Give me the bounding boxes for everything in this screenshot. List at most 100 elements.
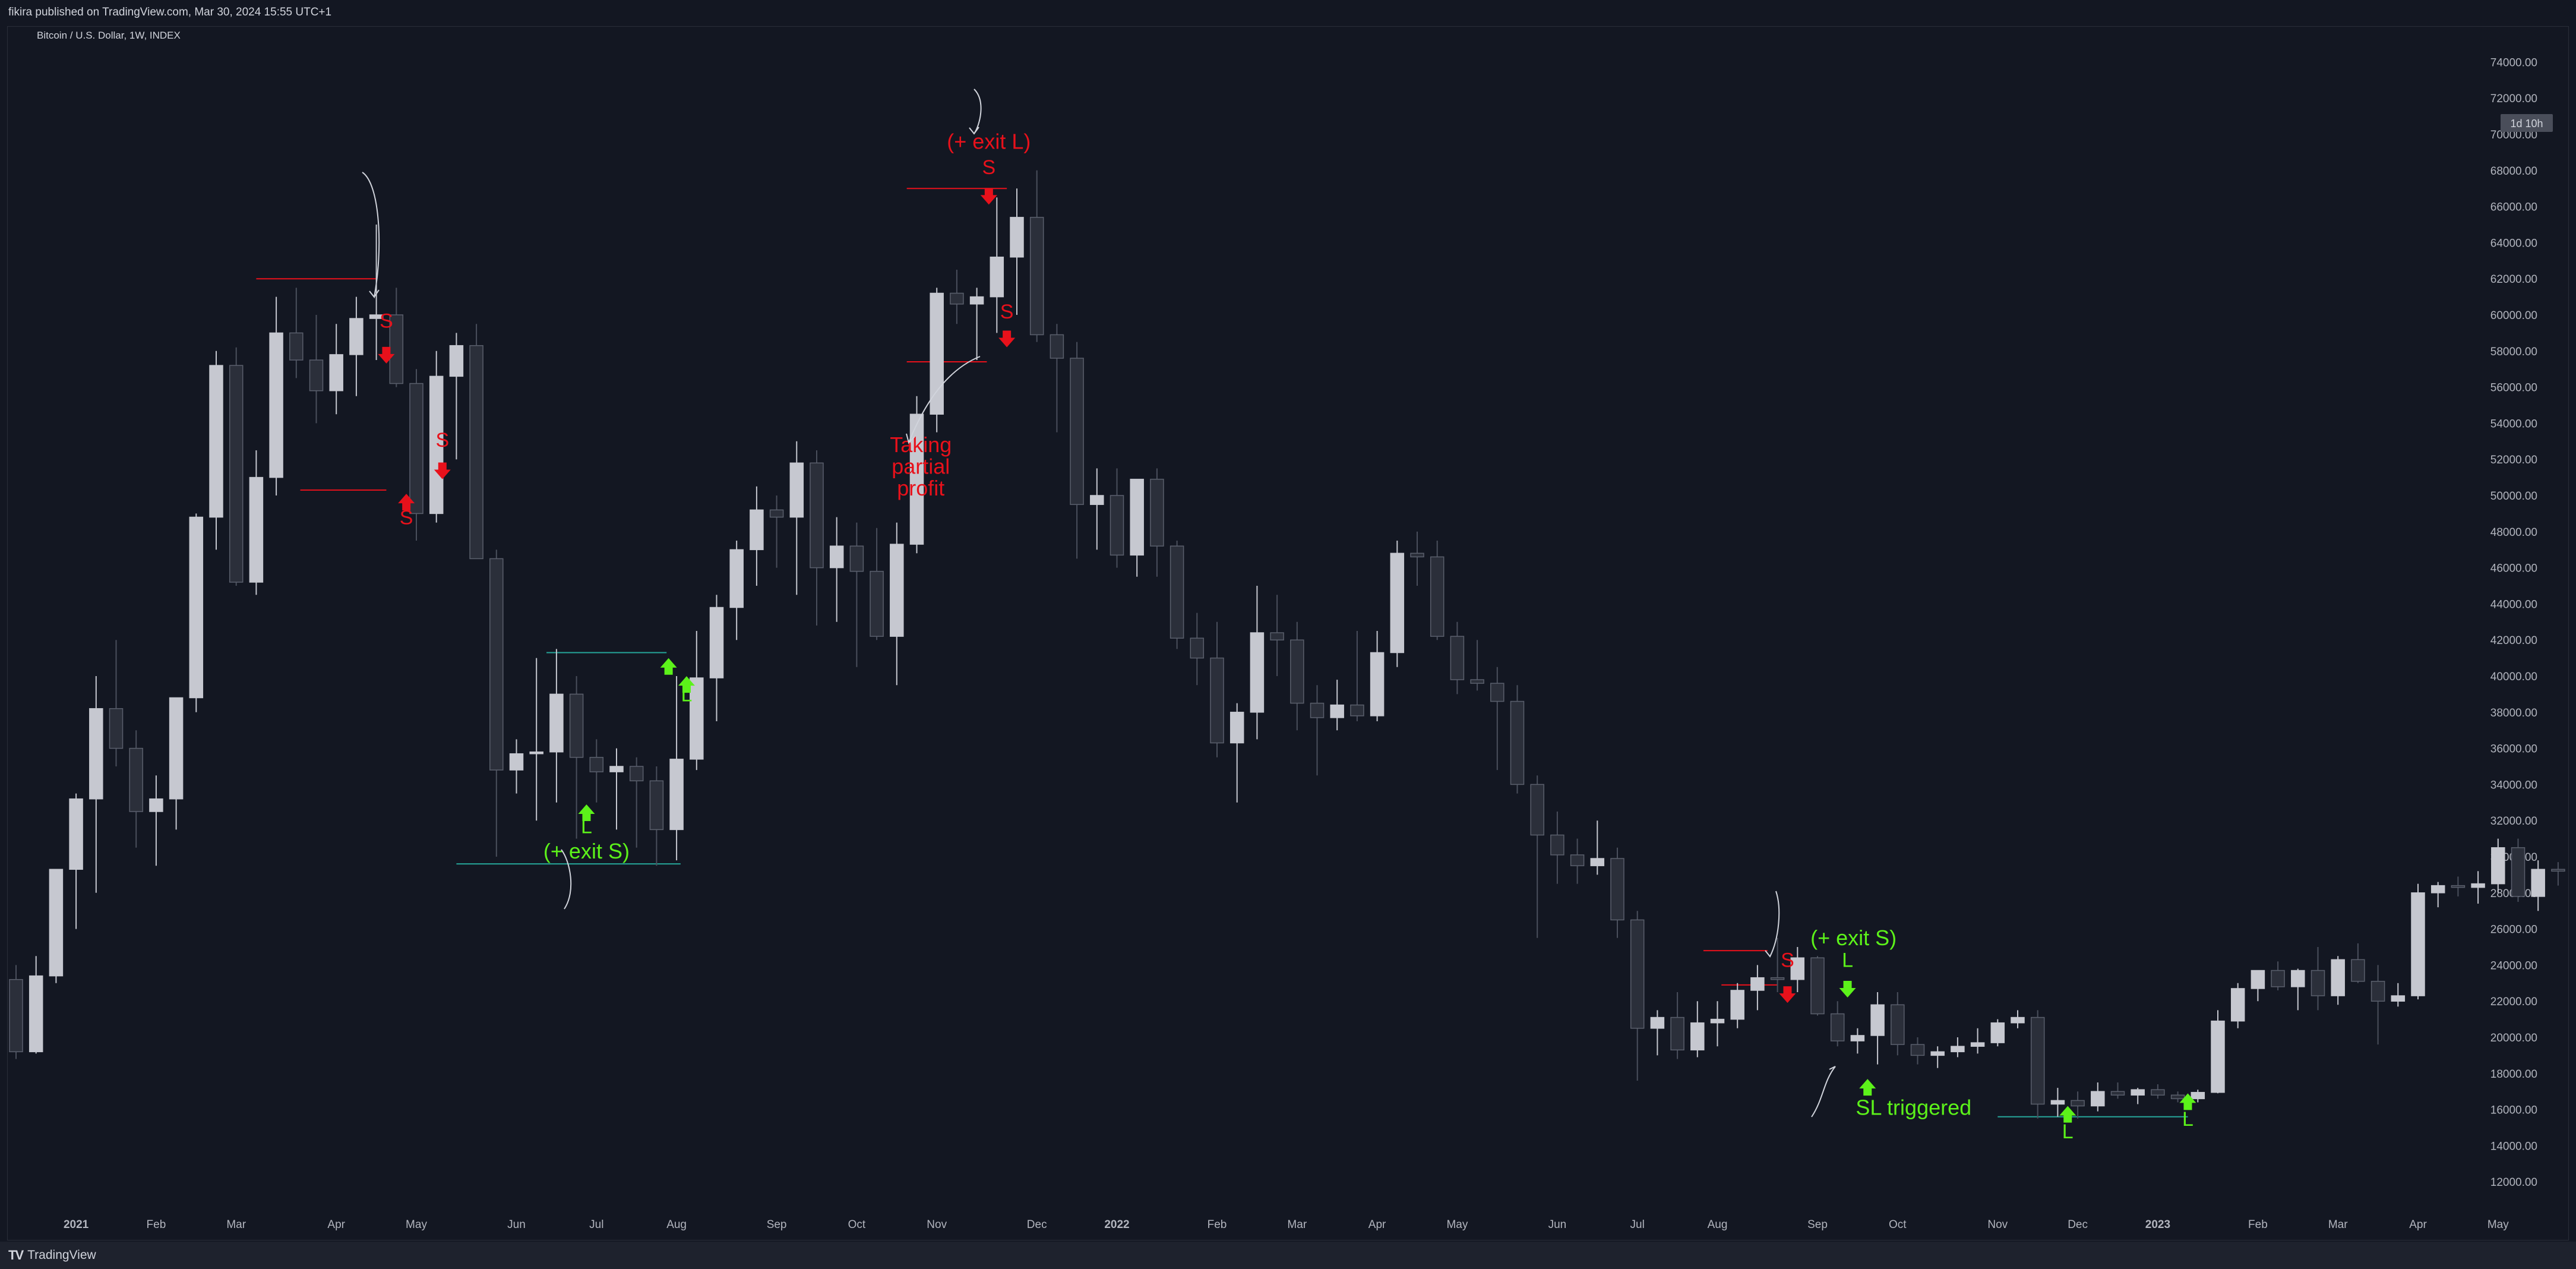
candle-body — [2271, 970, 2285, 987]
time-tick-label: Nov — [927, 1219, 947, 1231]
time-tick-label: Feb — [1208, 1219, 1227, 1231]
candle-body — [1150, 478, 1164, 547]
candle — [2430, 882, 2445, 908]
up-arrow-marker — [678, 676, 695, 693]
annotation-label: S — [1000, 301, 1014, 323]
candle — [1050, 324, 1064, 433]
candle-body — [1410, 553, 1424, 558]
candle-body — [469, 345, 483, 560]
time-axis: 2021 Feb Mar Apr May Jun Jul Aug Sep Oct Nov Dec 202… — [64, 1219, 2509, 1231]
up-arrow-marker — [2059, 1106, 2076, 1123]
footer-brand: TradingView — [27, 1248, 96, 1262]
candle — [1710, 1001, 1725, 1047]
candle — [449, 333, 464, 460]
candle — [2191, 1090, 2205, 1103]
chart-panel[interactable] — [7, 26, 2569, 1240]
tradingview-logo[interactable]: TV TradingView — [8, 1248, 96, 1263]
candle — [1930, 1046, 1945, 1068]
candle-body — [509, 753, 524, 771]
price-tick-label: 42000.00 — [2490, 634, 2537, 647]
candle-body — [2110, 1091, 2125, 1096]
candle — [129, 730, 143, 848]
annotation-label: L — [581, 815, 592, 838]
candle — [950, 270, 964, 324]
candle-body — [2011, 1017, 2025, 1024]
candle — [109, 640, 124, 766]
time-tick-label: Jul — [589, 1219, 603, 1231]
candle-body — [9, 978, 23, 1053]
countdown-badge-label: 1d 10h — [2510, 118, 2543, 130]
candle — [189, 513, 204, 712]
time-tick-label: Jun — [1548, 1219, 1567, 1231]
candle — [990, 197, 1004, 333]
time-tick-label: Aug — [666, 1219, 687, 1231]
candle — [1670, 992, 1684, 1059]
candle-body — [1770, 977, 1785, 980]
candle — [349, 296, 364, 396]
annotation-label: S — [982, 156, 995, 179]
candle-body — [1290, 639, 1304, 704]
time-tick-label: Jul — [1630, 1219, 1645, 1231]
down-arrow-marker — [1839, 980, 1856, 997]
candle — [69, 793, 83, 929]
candle — [1750, 965, 1765, 1011]
price-tick-label: 16000.00 — [2490, 1104, 2537, 1117]
candle-body — [1710, 1018, 1725, 1024]
candle — [1530, 775, 1544, 938]
candle — [1270, 595, 1284, 676]
candle-body — [209, 365, 223, 518]
candle-body — [2391, 995, 2406, 1002]
candle-body — [870, 570, 884, 637]
candle-body — [1010, 217, 1024, 258]
candle-body — [789, 462, 804, 518]
price-tick-label: 70000.00 — [2490, 129, 2537, 141]
candle-body — [349, 318, 364, 355]
candle-body — [2050, 1100, 2065, 1105]
time-tick-label: Feb — [147, 1219, 166, 1231]
price-tick-label: 74000.00 — [2490, 56, 2537, 69]
candle-body — [489, 558, 504, 771]
candle-body — [729, 549, 744, 608]
price-tick-label: 60000.00 — [2490, 310, 2537, 322]
candle — [2531, 860, 2545, 911]
candle — [1550, 812, 1564, 884]
candle — [2131, 1088, 2145, 1104]
candle — [1830, 1001, 1845, 1047]
time-tick-label: Apr — [2409, 1219, 2427, 1231]
candle-body — [149, 798, 163, 812]
candle — [1029, 170, 1044, 342]
candle — [29, 956, 43, 1054]
candle-body — [169, 697, 184, 800]
annotation-label: SL triggered — [1856, 1096, 1971, 1120]
candle-body — [2170, 1094, 2185, 1100]
candle-body — [2211, 1020, 2225, 1093]
price-tick-label: 14000.00 — [2490, 1140, 2537, 1153]
candle-body — [1229, 712, 1244, 744]
price-tick-label: 34000.00 — [2490, 779, 2537, 791]
time-tick-label: May — [1446, 1219, 1468, 1231]
candle — [890, 522, 904, 686]
candle-body — [1390, 553, 1405, 654]
candle-body — [1830, 1013, 1845, 1041]
candle — [2030, 1010, 2045, 1119]
candle — [209, 351, 223, 550]
candle-body — [849, 545, 864, 572]
candle — [509, 739, 524, 794]
candle — [669, 676, 684, 861]
annotation-label: L — [1842, 949, 1853, 971]
candle — [389, 288, 404, 387]
price-tick-label: 64000.00 — [2490, 237, 2537, 250]
candle-body — [1910, 1044, 1925, 1056]
candle — [2011, 1010, 2025, 1028]
candle-body — [750, 509, 764, 550]
candle — [870, 528, 884, 640]
candle-body — [969, 296, 984, 305]
candle-body — [930, 292, 944, 415]
candle — [1310, 685, 1325, 776]
time-tick-label: Dec — [1027, 1219, 1047, 1231]
annotation-label: profit — [897, 476, 944, 500]
price-tick-label: 66000.00 — [2490, 201, 2537, 214]
candle — [1190, 613, 1205, 686]
arrow-markers — [378, 188, 2196, 1123]
